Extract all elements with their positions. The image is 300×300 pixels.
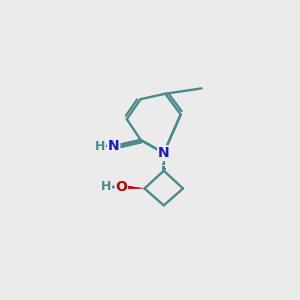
Text: N: N bbox=[108, 139, 119, 153]
Text: H: H bbox=[95, 140, 105, 153]
Text: N: N bbox=[108, 139, 119, 153]
Text: N: N bbox=[158, 146, 170, 160]
Polygon shape bbox=[121, 185, 145, 189]
Text: H: H bbox=[101, 180, 111, 194]
Text: H: H bbox=[95, 140, 105, 153]
Text: O: O bbox=[116, 180, 127, 194]
Text: N: N bbox=[158, 146, 170, 160]
Text: H: H bbox=[101, 180, 111, 194]
Polygon shape bbox=[121, 185, 145, 189]
Text: O: O bbox=[116, 180, 127, 194]
